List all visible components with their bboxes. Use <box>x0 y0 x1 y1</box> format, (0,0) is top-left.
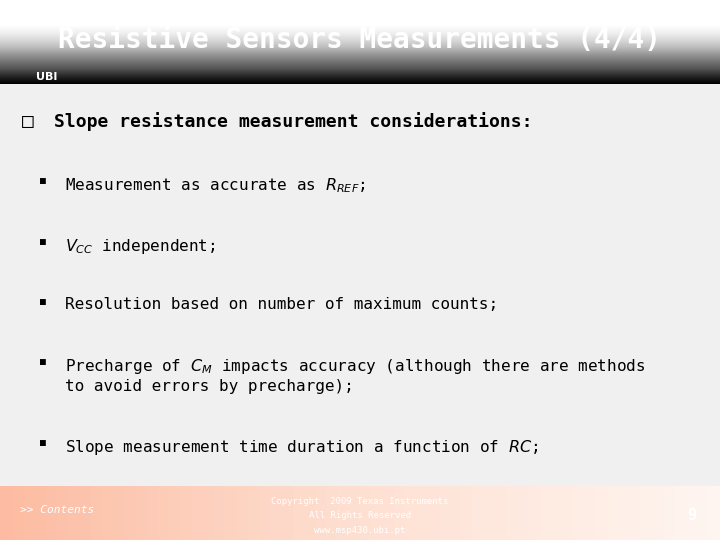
Text: Slope measurement time duration a function of $RC$;: Slope measurement time duration a functi… <box>65 438 538 457</box>
Text: ■: ■ <box>40 357 46 367</box>
Text: $V_{CC}$ independent;: $V_{CC}$ independent; <box>65 237 215 255</box>
Text: Measurement as accurate as $R_{REF}$;: Measurement as accurate as $R_{REF}$; <box>65 176 366 195</box>
Text: Slope resistance measurement considerations:: Slope resistance measurement considerati… <box>54 112 533 131</box>
Text: www.msp430.ubi.pt: www.msp430.ubi.pt <box>315 526 405 535</box>
Text: UBI: UBI <box>36 72 58 82</box>
Text: □: □ <box>22 112 33 131</box>
Text: ■: ■ <box>40 176 46 186</box>
Text: ■: ■ <box>40 237 46 247</box>
Text: Resistive Sensors Measurements (4/4): Resistive Sensors Measurements (4/4) <box>58 26 662 54</box>
Text: 9: 9 <box>687 508 696 523</box>
Text: ■: ■ <box>40 297 46 307</box>
Text: Copyright  2009 Texas Instruments: Copyright 2009 Texas Instruments <box>271 497 449 505</box>
Text: All Rights Reserved: All Rights Reserved <box>309 511 411 520</box>
Text: Precharge of $C_M$ impacts accuracy (although there are methods
to avoid errors : Precharge of $C_M$ impacts accuracy (alt… <box>65 357 645 394</box>
Text: Resolution based on number of maximum counts;: Resolution based on number of maximum co… <box>65 297 498 312</box>
Text: >> Contents: >> Contents <box>20 505 95 515</box>
Text: ■: ■ <box>40 438 46 448</box>
